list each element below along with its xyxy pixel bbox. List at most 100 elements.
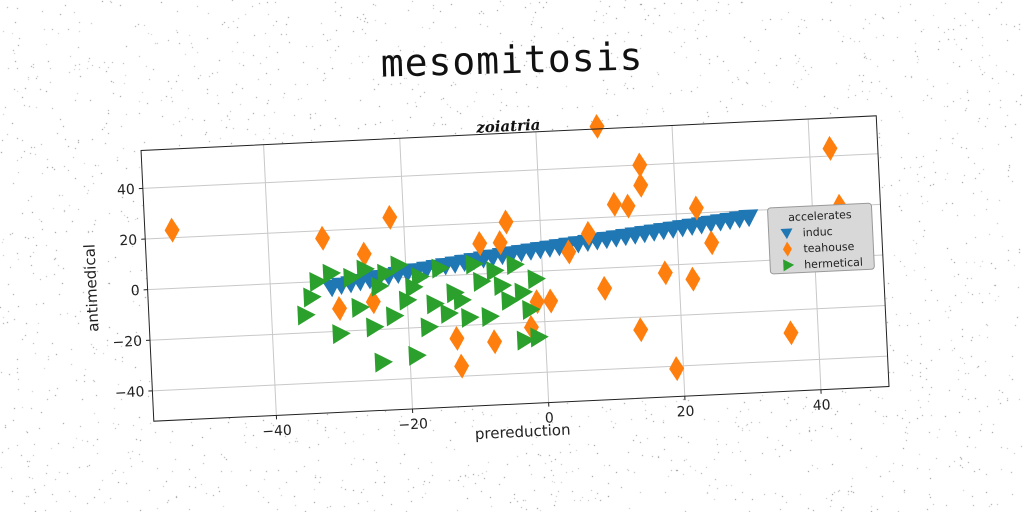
- teahouse-point: [620, 193, 636, 219]
- hermetical-point: [453, 290, 472, 311]
- hermetical-point: [426, 294, 445, 315]
- x-gridline: [671, 125, 686, 397]
- hermetical-point: [408, 345, 427, 366]
- x-tick-label: 0: [545, 410, 555, 426]
- y-tick-label: 40: [117, 182, 136, 199]
- axes: zoiatria −40 −20 0 20 40 −40 −20 0 20 40 prereduc…: [80, 113, 890, 443]
- y-tick-label: −40: [115, 384, 145, 401]
- hermetical-point: [486, 261, 505, 282]
- hermetical-point: [366, 317, 385, 338]
- hermetical-point: [465, 254, 484, 275]
- legend-box: [767, 202, 875, 275]
- hermetical-point: [440, 303, 459, 324]
- legend-label-teahouse: teahouse: [803, 240, 855, 255]
- hermetical-point: [385, 306, 405, 327]
- x-tick-label: 20: [676, 404, 695, 421]
- hermetical-point: [506, 255, 525, 276]
- teahouse-point: [606, 191, 622, 217]
- induc-point: [738, 209, 759, 228]
- y-gridline: [149, 305, 886, 341]
- teahouse-point: [633, 172, 649, 198]
- hermetical-point: [377, 263, 396, 284]
- hermetical-point: [493, 275, 513, 296]
- hermetical-point: [530, 327, 549, 348]
- hermetical-point: [411, 267, 430, 288]
- y-gridline: [142, 153, 879, 189]
- series-teahouse: [164, 113, 848, 382]
- hermetical-point: [473, 271, 492, 292]
- teahouse-point: [449, 325, 465, 351]
- hermetical-point: [527, 269, 546, 290]
- x-gridline: [535, 131, 550, 403]
- legend-title: accelerates: [788, 208, 852, 224]
- teahouse-point: [561, 239, 577, 265]
- hermetical-point: [322, 263, 342, 284]
- hermetical-point: [516, 330, 536, 351]
- x-gridline: [263, 144, 277, 416]
- teahouse-point: [597, 275, 613, 301]
- teahouse-point: [356, 241, 372, 267]
- hermetical-point: [356, 259, 375, 280]
- teahouse-point: [472, 231, 488, 257]
- hermetical-point: [398, 290, 418, 311]
- legend-marker-teahouse: [782, 241, 792, 257]
- x-tick-label: −40: [262, 423, 292, 440]
- teahouse-point: [529, 289, 545, 315]
- hermetical-point: [405, 277, 424, 298]
- legend-label-hermetical: hermetical: [804, 256, 863, 272]
- hermetical-point: [343, 267, 362, 288]
- teahouse-point: [688, 195, 704, 221]
- teahouse-point: [382, 204, 398, 230]
- hermetical-point: [522, 299, 541, 320]
- y-tick-label: 0: [130, 283, 140, 299]
- legend-label-induc: induc: [802, 225, 833, 239]
- y-gridline: [152, 355, 888, 392]
- teahouse-point: [315, 225, 331, 251]
- teahouse-point: [589, 113, 605, 139]
- tick-labels: −40 −20 0 20 40 −40 −20 0 20 40: [112, 182, 831, 440]
- hermetical-point: [431, 258, 450, 279]
- teahouse-point: [657, 260, 673, 286]
- teahouse-point: [543, 288, 559, 314]
- y-gridline: [147, 254, 883, 291]
- hermetical-point: [390, 255, 409, 276]
- hermetical-point: [501, 290, 520, 311]
- teahouse-point: [633, 317, 649, 343]
- hermetical-point: [481, 306, 500, 327]
- teahouse-point: [454, 353, 470, 379]
- teahouse-point: [487, 329, 503, 355]
- teahouse-point: [669, 356, 685, 382]
- hermetical-point: [370, 276, 390, 297]
- x-tick-label: −20: [398, 416, 428, 433]
- y-tick-label: 20: [119, 232, 138, 249]
- hermetical-point: [461, 307, 480, 328]
- series-hermetical: [297, 254, 549, 373]
- teahouse-point: [685, 266, 701, 292]
- hermetical-point: [309, 271, 328, 292]
- teahouse-point: [632, 152, 648, 178]
- hermetical-point: [351, 297, 370, 318]
- hermetical-point: [374, 352, 393, 373]
- y-tick-label: −20: [112, 334, 142, 351]
- teahouse-point: [498, 209, 514, 235]
- teahouse-point: [704, 230, 720, 256]
- legend-marker-induc: [780, 228, 793, 240]
- legend-marker-hermetical: [783, 259, 795, 272]
- hermetical-point: [297, 305, 316, 326]
- hermetical-point: [514, 282, 533, 303]
- teahouse-point: [492, 230, 508, 256]
- teahouse-point: [365, 289, 381, 315]
- y-axis-label: antimedical: [80, 244, 102, 333]
- x-axis-label: prereduction: [475, 421, 571, 443]
- teahouse-point: [332, 295, 348, 321]
- teahouse-point: [164, 217, 180, 243]
- teahouse-point: [580, 220, 596, 246]
- hermetical-point: [332, 324, 351, 345]
- teahouse-point: [822, 135, 838, 161]
- x-tick-label: 40: [812, 397, 831, 414]
- data-marks: [164, 113, 848, 382]
- plot-frame: [140, 115, 890, 422]
- hermetical-point: [303, 287, 322, 308]
